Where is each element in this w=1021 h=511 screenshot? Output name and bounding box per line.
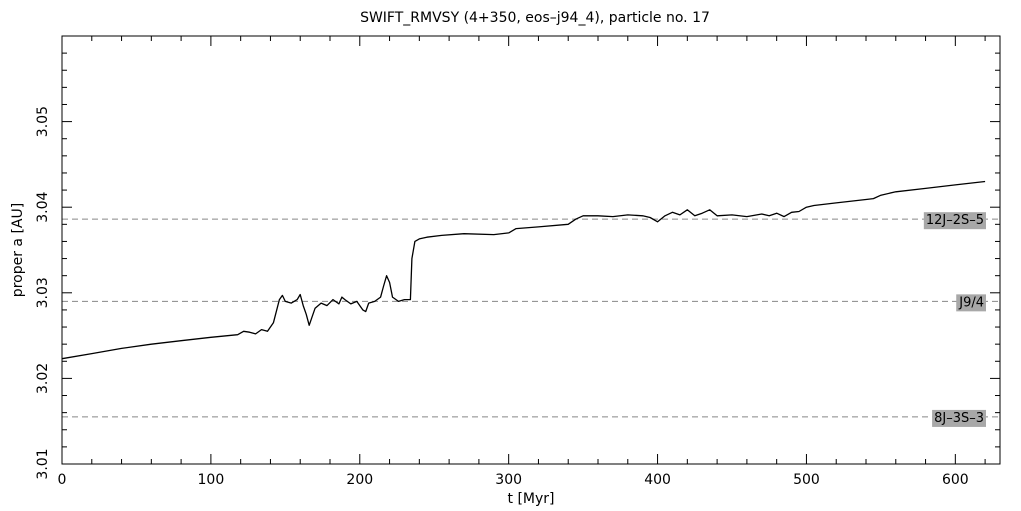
resonance-label-text: J9/4 bbox=[958, 295, 984, 310]
x-tick-label: 200 bbox=[346, 472, 373, 488]
series-layer bbox=[61, 180, 986, 360]
resonance-label-bg bbox=[956, 294, 986, 312]
tick-labels: 0 100 200 300 400 500 600 3.01 3.02 3.03 3.04 3.05 bbox=[35, 106, 969, 488]
y-tick-label: 3.05 bbox=[35, 106, 51, 137]
chart-title: SWIFT_RMVSY (4+350, eos–j94_4), particle… bbox=[360, 10, 710, 26]
resonance-label: 12J–2S–5 bbox=[923, 212, 986, 230]
x-tick-label: 100 bbox=[198, 472, 225, 488]
x-tick-label: 0 bbox=[58, 472, 67, 488]
resonance-label-text: 8J–3S–3 bbox=[934, 411, 984, 426]
series-line-0 bbox=[61, 180, 986, 360]
x-tick-label: 300 bbox=[495, 472, 522, 488]
axis-ticks bbox=[61, 35, 1000, 465]
y-tick-label: 3.02 bbox=[35, 363, 51, 394]
y-tick-label: 3.01 bbox=[35, 448, 51, 479]
resonance-label-bg bbox=[923, 212, 986, 230]
resonance-lines bbox=[62, 218, 1000, 418]
resonance-label: J9/4 bbox=[956, 294, 986, 312]
x-axis-label: t [Myr] bbox=[508, 491, 555, 507]
y-tick-label: 3.03 bbox=[35, 277, 51, 308]
y-axis-label: proper a [AU] bbox=[10, 203, 26, 297]
resonance-label: 8J–3S–3 bbox=[932, 409, 986, 427]
x-tick-label: 500 bbox=[793, 472, 820, 488]
resonance-labels: 12J–2S–5 J9/4 8J–3S–3 bbox=[923, 212, 986, 427]
y-tick-label: 3.04 bbox=[35, 192, 51, 223]
resonance-label-bg bbox=[932, 409, 986, 427]
plot-frame bbox=[61, 35, 1001, 465]
resonance-label-text: 12J–2S–5 bbox=[926, 213, 984, 228]
x-tick-label: 400 bbox=[644, 472, 671, 488]
x-tick-label: 600 bbox=[942, 472, 969, 488]
